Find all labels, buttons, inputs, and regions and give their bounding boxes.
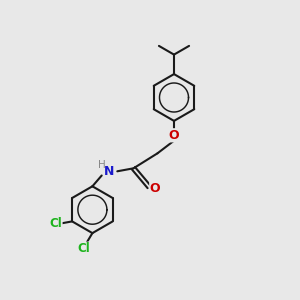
Text: H: H xyxy=(98,160,106,170)
Text: O: O xyxy=(150,182,160,195)
Text: Cl: Cl xyxy=(49,217,62,230)
Text: N: N xyxy=(104,165,114,178)
Text: O: O xyxy=(169,129,179,142)
Text: Cl: Cl xyxy=(78,242,90,255)
